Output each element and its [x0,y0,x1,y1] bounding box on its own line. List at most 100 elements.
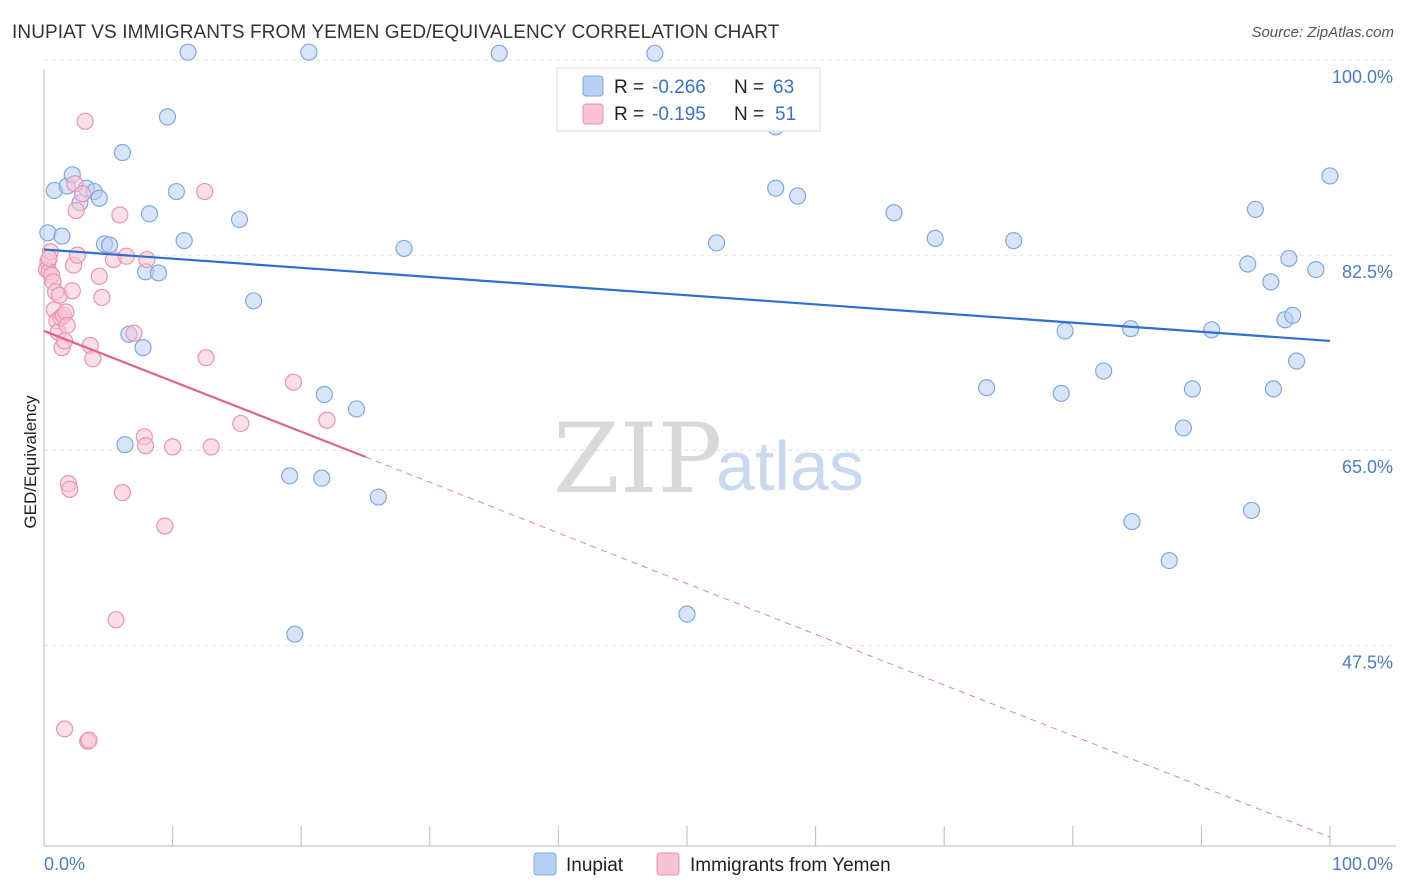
legend-r-label-inupiat: R = [614,77,644,98]
data-point [1005,232,1023,250]
data-point [1321,167,1339,185]
data-point [1307,261,1325,279]
data-point [1239,255,1257,273]
data-point [926,229,944,247]
data-point [125,324,143,342]
data-point [1284,306,1302,324]
data-point [245,292,263,310]
data-point [1056,322,1074,340]
data-point [232,414,250,433]
data-point [1246,200,1265,218]
data-point [134,339,152,357]
legend-swatch-yemen [582,103,604,125]
data-point [140,205,159,223]
data-point [281,467,299,485]
data-point [1052,384,1070,402]
data-point [788,187,807,205]
data-point [116,436,134,454]
data-point [315,385,333,404]
series-yemen-points [37,112,336,750]
legend-r-value-yemen: -0.195 [652,104,706,125]
data-point [1242,501,1261,520]
data-point [196,182,214,201]
data-point [318,411,336,429]
data-point [1095,362,1113,380]
data-point [179,43,197,61]
bottom-legend-swatch-yemen [656,852,680,876]
data-point [1160,551,1178,570]
data-point [767,179,785,197]
data-point [113,143,132,162]
data-point [1287,352,1306,370]
data-point [167,182,186,201]
data-point [61,480,79,498]
y-tick-label: 82.5% [1342,262,1393,282]
data-point [1183,380,1201,398]
data-point [138,250,156,269]
data-point [230,210,249,229]
trend-line-yemen-extension [365,456,1331,838]
y-tick-label: 47.5% [1342,652,1393,672]
data-point [1174,419,1192,437]
x-tick-label-min: 0.0% [44,854,85,874]
data-point [978,379,996,397]
data-point [107,611,125,629]
data-point [1123,512,1141,531]
y-tick-labels: 100.0% 82.5% 65.0% 47.5% [1332,67,1393,672]
data-point [490,44,508,62]
legend-n-value-inupiat: 63 [773,77,794,98]
data-point [197,349,215,367]
legend-n-value-yemen: 51 [775,104,796,125]
data-point [313,469,331,487]
data-point [149,264,168,282]
data-point [58,316,76,334]
data-point [73,185,92,203]
y-tick-label: 100.0% [1332,67,1393,87]
data-point [1280,249,1298,268]
data-point [885,204,903,222]
data-point [1264,380,1283,398]
x-ticks [43,826,1331,846]
data-point [40,249,58,268]
data-point [158,108,177,126]
data-point [156,517,174,535]
watermark-zip: ZIP [553,403,722,515]
chart-title: INUPIAT VS IMMIGRANTS FROM YEMEN GED/EQU… [12,22,780,43]
data-point [175,232,193,250]
bottom-legend-label-yemen: Immigrants from Yemen [690,855,891,876]
data-point [90,189,108,207]
trend-lines [43,248,1331,838]
data-point [284,373,303,391]
data-point [1262,273,1280,291]
series-inupiat-points [39,43,1339,643]
data-point [55,720,74,738]
trend-line-yemen [43,329,366,458]
data-point [202,438,220,456]
data-point [100,236,119,254]
data-point [63,282,81,300]
data-point [39,224,57,242]
trend-line-inupiat [43,248,1331,343]
source-credit: Source: ZipAtlas.com [1251,24,1394,41]
data-point [164,438,182,456]
data-point [678,605,696,623]
legend-r-label-yemen: R = [614,104,644,125]
data-point [395,239,413,258]
data-point [707,234,726,252]
legend-r-value-inupiat: -0.266 [652,77,706,98]
y-axis-title: GED/Equivalency [21,395,40,529]
grid [44,59,1396,646]
bottom-legend-label-inupiat: Inupiat [566,855,624,876]
data-point [300,43,318,61]
data-point [76,112,94,130]
y-tick-label: 65.0% [1342,457,1393,477]
data-point [646,44,664,62]
data-point [93,288,111,307]
data-point [80,731,98,749]
data-point [113,483,132,502]
legend-n-label-inupiat: N = [734,77,764,98]
data-point [67,201,85,220]
data-point [136,437,155,455]
data-point [68,246,87,264]
